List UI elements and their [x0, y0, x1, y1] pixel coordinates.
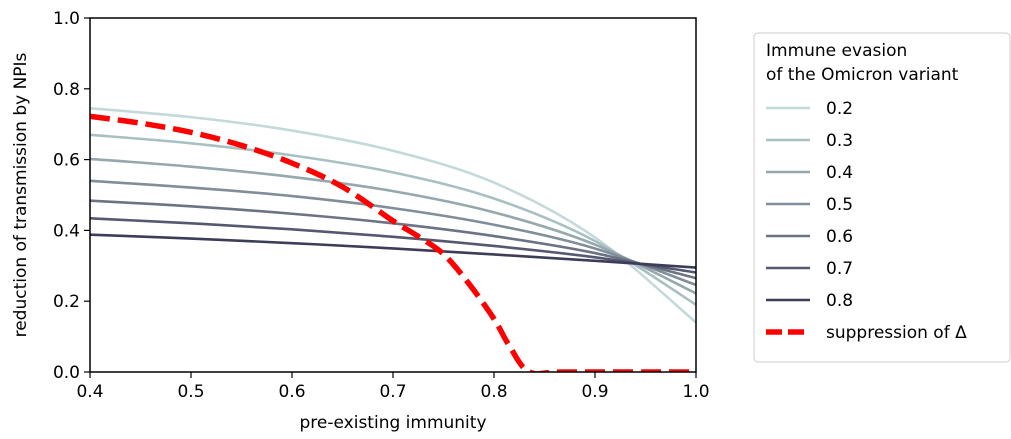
series-line-0.5 — [90, 179, 696, 287]
series-line-0.4 — [90, 157, 696, 295]
x-axis-label: pre-existing immunity — [300, 413, 487, 433]
x-tick-label: 0.7 — [379, 382, 406, 402]
series-line-0.2 — [90, 106, 696, 324]
y-tick-label: 0.2 — [53, 292, 80, 312]
y-axis: 0.0 0.2 0.4 0.6 0.8 1.0 — [53, 9, 90, 383]
legend-label: 0.7 — [826, 259, 853, 279]
y-tick-label: 0.0 — [53, 363, 80, 383]
legend-label: 0.3 — [826, 131, 853, 151]
legend-title: Immune evasion — [766, 41, 907, 61]
plot-area — [90, 106, 696, 372]
y-tick-label: 0.4 — [53, 221, 80, 241]
legend-item: 0.5 — [766, 195, 853, 215]
legend-label: suppression of Δ — [826, 323, 967, 343]
y-tick-label: 1.0 — [53, 9, 80, 29]
x-tick-label: 0.4 — [76, 382, 103, 402]
x-tick-label: 0.6 — [278, 382, 305, 402]
legend-label: 0.6 — [826, 227, 853, 247]
legend-title: of the Omicron variant — [766, 65, 959, 85]
legend-item: 0.3 — [766, 131, 853, 151]
series-line-0.8 — [90, 233, 696, 269]
legend-item: 0.8 — [766, 291, 853, 311]
axes-frame — [89, 17, 697, 373]
y-axis-label: reduction of transmission by NPIs — [11, 52, 31, 337]
legend-box — [753, 32, 1011, 363]
x-tick-label: 0.5 — [177, 382, 204, 402]
legend: Immune evasion of the Omicron variant 0.… — [753, 32, 1011, 363]
legend-item: 0.6 — [766, 227, 853, 247]
series-line-0.7 — [90, 217, 696, 274]
legend-label: 0.8 — [826, 291, 853, 311]
x-axis: 0.4 0.5 0.6 0.7 0.8 0.9 1.0 — [76, 372, 710, 402]
legend-item: 0.2 — [766, 99, 853, 119]
y-tick-label: 0.6 — [53, 151, 80, 171]
legend-label: 0.2 — [826, 99, 853, 119]
legend-item: 0.7 — [766, 259, 853, 279]
series-line-suppression — [90, 113, 696, 372]
legend-item: suppression of Δ — [766, 323, 967, 343]
y-tick-label: 0.8 — [53, 80, 80, 100]
x-tick-label: 1.0 — [682, 382, 709, 402]
x-tick-label: 0.8 — [480, 382, 507, 402]
legend-label: 0.5 — [826, 195, 853, 215]
series-line-0.3 — [90, 133, 696, 306]
x-tick-label: 0.9 — [581, 382, 608, 402]
legend-label: 0.4 — [826, 163, 853, 183]
legend-item: 0.4 — [766, 163, 853, 183]
